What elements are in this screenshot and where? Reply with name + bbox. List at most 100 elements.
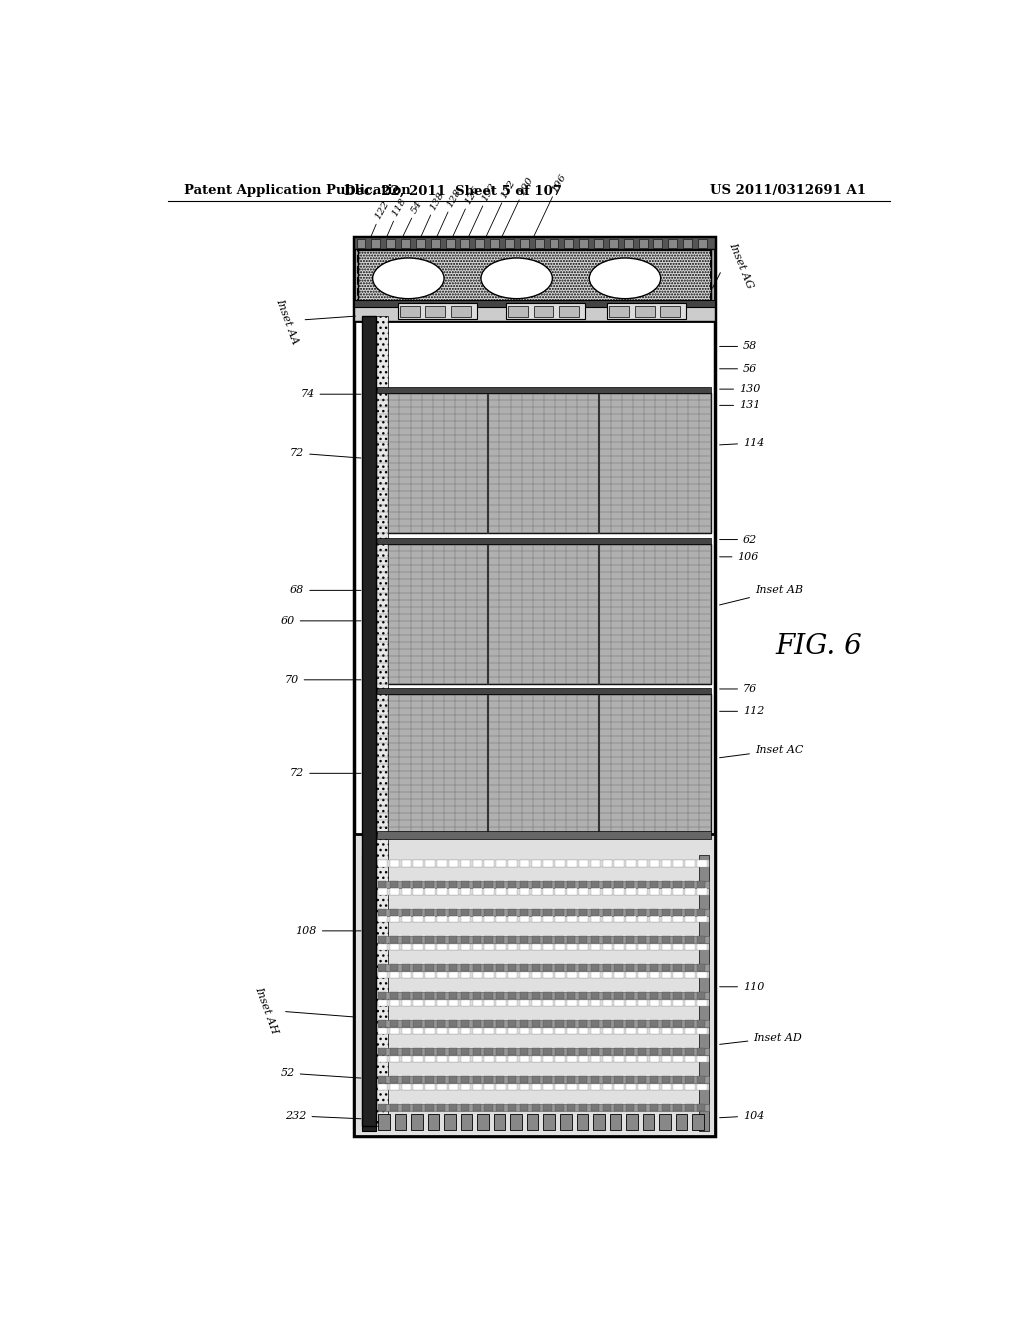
Bar	[508, 965, 516, 972]
Text: 62: 62	[720, 535, 758, 545]
Bar	[638, 1028, 647, 1034]
Bar	[520, 888, 529, 895]
Bar	[449, 999, 459, 1006]
Bar	[400, 306, 420, 317]
Bar	[378, 1048, 709, 1055]
Bar	[614, 861, 624, 867]
Bar	[697, 1056, 707, 1063]
Bar	[591, 993, 599, 999]
Bar	[378, 972, 387, 978]
Bar	[614, 1104, 623, 1110]
Bar	[580, 239, 588, 248]
Bar	[614, 1020, 623, 1027]
Bar	[555, 1048, 563, 1055]
Bar	[602, 936, 611, 944]
Bar	[531, 1048, 540, 1055]
Bar	[425, 944, 435, 950]
Bar	[437, 972, 446, 978]
Bar	[685, 1104, 693, 1110]
Bar	[544, 1084, 553, 1090]
Bar	[437, 993, 445, 999]
Bar	[414, 972, 423, 978]
Bar	[472, 1028, 482, 1034]
Bar	[354, 236, 715, 249]
Bar	[508, 880, 516, 887]
Bar	[638, 1084, 647, 1090]
Bar	[685, 880, 693, 887]
Bar	[497, 880, 505, 887]
Text: 70: 70	[285, 675, 360, 685]
Ellipse shape	[589, 257, 660, 298]
Bar	[401, 880, 410, 887]
Bar	[674, 1076, 682, 1082]
Bar	[378, 1028, 387, 1034]
Text: 110: 110	[720, 982, 764, 991]
Bar	[377, 832, 711, 840]
Bar	[674, 1048, 682, 1055]
Text: Dec. 22, 2011  Sheet 5 of 107: Dec. 22, 2011 Sheet 5 of 107	[344, 185, 562, 198]
Bar	[650, 1048, 658, 1055]
Bar	[390, 1048, 398, 1055]
Bar	[669, 239, 677, 248]
Bar	[414, 993, 422, 999]
Bar	[567, 1048, 575, 1055]
Bar	[579, 1056, 589, 1063]
Bar	[531, 1076, 540, 1082]
Bar	[437, 1104, 445, 1110]
Bar	[531, 972, 541, 978]
Bar	[508, 861, 517, 867]
Bar	[461, 1056, 470, 1063]
Bar	[614, 916, 624, 923]
Bar	[390, 944, 399, 950]
Bar	[544, 1114, 555, 1130]
Bar	[378, 1114, 389, 1130]
Bar	[555, 1104, 563, 1110]
Bar	[579, 993, 587, 999]
Bar	[555, 1028, 564, 1034]
Text: 52: 52	[281, 1068, 360, 1078]
Bar	[425, 1076, 433, 1082]
Bar	[591, 1076, 599, 1082]
Bar	[484, 944, 494, 950]
Bar	[490, 239, 499, 248]
Bar	[472, 1104, 481, 1110]
Bar	[461, 965, 469, 972]
Bar	[650, 972, 659, 978]
Ellipse shape	[481, 257, 552, 298]
Bar	[638, 965, 646, 972]
Bar	[378, 1056, 387, 1063]
Bar	[579, 1076, 587, 1082]
Bar	[614, 1048, 623, 1055]
Bar	[555, 916, 564, 923]
Bar	[674, 888, 683, 895]
Bar	[579, 944, 589, 950]
Bar	[472, 1056, 482, 1063]
Text: 76: 76	[720, 684, 758, 694]
Bar	[591, 999, 600, 1006]
Bar	[472, 1048, 481, 1055]
Bar	[638, 944, 647, 950]
Bar	[602, 965, 611, 972]
Bar	[508, 1048, 516, 1055]
Bar	[627, 1076, 635, 1082]
Bar	[497, 1028, 506, 1034]
Bar	[497, 908, 505, 916]
Bar	[414, 999, 423, 1006]
Bar	[497, 888, 506, 895]
Bar	[425, 880, 433, 887]
Bar	[544, 965, 552, 972]
Bar	[472, 1020, 481, 1027]
Bar	[567, 999, 577, 1006]
Bar	[639, 239, 647, 248]
Bar	[472, 880, 481, 887]
Bar	[414, 861, 423, 867]
Text: 196: 196	[532, 173, 567, 239]
Bar	[461, 861, 470, 867]
Bar	[414, 1020, 422, 1027]
Bar	[390, 861, 399, 867]
Bar	[579, 880, 587, 887]
Bar	[401, 936, 410, 944]
Bar	[685, 916, 694, 923]
Bar	[437, 1028, 446, 1034]
Bar	[461, 908, 469, 916]
